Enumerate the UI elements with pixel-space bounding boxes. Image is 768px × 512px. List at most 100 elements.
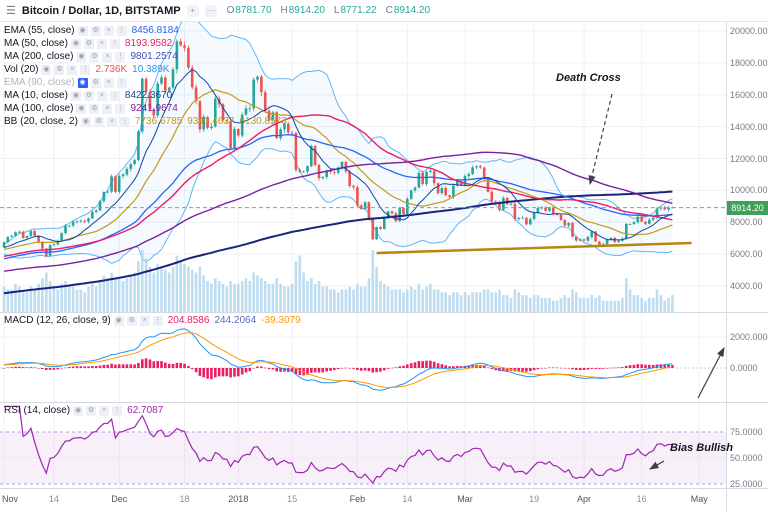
ohlc-pair: O8781.70 xyxy=(227,5,272,16)
time-axis[interactable]: Nov 14 Dec 18 2018 15 Feb 14 Mar 19 Apr 16 May xyxy=(0,488,768,512)
more-icon[interactable]: ⋮ xyxy=(116,25,127,36)
indicator-value: 9241.9674 xyxy=(130,103,178,114)
price-tick-label: 4000.00 xyxy=(730,281,763,291)
settings-icon[interactable]: ⚙ xyxy=(90,25,101,36)
indicator-value: 2.736K xyxy=(95,64,128,75)
eye-icon[interactable]: ◉ xyxy=(70,90,81,101)
time-tick-label[interactable]: 18 xyxy=(179,494,190,504)
ohlc-value: 8781.70 xyxy=(235,5,272,16)
time-tick-label[interactable]: May xyxy=(690,494,708,504)
settings-icon[interactable]: ⚙ xyxy=(93,116,104,127)
symbol-title[interactable]: Bitcoin / Dollar, 1D, BITSTAMP xyxy=(21,4,181,17)
time-tick-label[interactable]: Apr xyxy=(577,494,592,504)
rsi-legend: RSI (14, close) ◉ ⚙ × ⋮ 62.7087 xyxy=(4,404,163,417)
more-icon[interactable]: ⋮ xyxy=(116,77,127,88)
close-icon[interactable]: × xyxy=(102,103,113,114)
macd-pane[interactable] xyxy=(0,328,726,391)
close-icon[interactable]: × xyxy=(103,25,114,36)
settings-icon[interactable]: ⚙ xyxy=(89,103,100,114)
candles-layer[interactable] xyxy=(2,38,674,258)
indicator-label: MA (10, close) xyxy=(4,90,68,101)
indicator-row[interactable]: MA (100, close) ◉ ⚙ × ⋮ 9241.9674 xyxy=(4,102,287,115)
ohlc-letter: C xyxy=(385,5,393,16)
close-icon[interactable]: × xyxy=(139,315,150,326)
settings-icon[interactable]: ⚙ xyxy=(90,77,101,88)
close-icon[interactable]: × xyxy=(103,77,114,88)
time-tick-label[interactable]: 16 xyxy=(636,494,647,504)
time-tick-label[interactable]: 15 xyxy=(287,494,298,504)
bias-bullish-arrow xyxy=(648,460,665,470)
more-icon[interactable]: ⋮ xyxy=(109,38,120,49)
close-icon[interactable]: × xyxy=(106,116,117,127)
more-icon[interactable]: ⋮ xyxy=(109,90,120,101)
ema55-line xyxy=(3,134,673,260)
time-tick-label[interactable]: Mar xyxy=(457,494,473,504)
time-tick-label[interactable]: Nov xyxy=(1,494,19,504)
macd-up-arrow xyxy=(697,346,725,399)
time-tick-label[interactable]: 2018 xyxy=(228,494,249,504)
more-icon[interactable]: ⋮ xyxy=(80,64,91,75)
more-icon[interactable]: ⋮ xyxy=(119,116,130,127)
chart-canvas[interactable] xyxy=(0,22,768,512)
time-tick-label[interactable]: Dec xyxy=(111,494,128,504)
ohlc-letter: H xyxy=(280,5,288,16)
time-tick-label[interactable]: 14 xyxy=(48,494,59,504)
indicator-row[interactable]: MACD (12, 26, close, 9) ◉ ⚙ × ⋮ 204.8586 244.2… xyxy=(4,314,301,327)
settings-icon[interactable]: ⚙ xyxy=(86,405,97,416)
close-icon[interactable]: × xyxy=(67,64,78,75)
eye-icon[interactable]: ◉ xyxy=(76,51,87,62)
eye-icon[interactable]: ◉ xyxy=(76,103,87,114)
main-pane[interactable] xyxy=(0,22,726,312)
indicator-row[interactable]: BB (20, close, 2) ◉ ⚙ × ⋮ 7736.6785 9341.4637 6… xyxy=(4,115,287,128)
rsi-tick-label: 25.0000 xyxy=(730,479,763,489)
pane-separator[interactable] xyxy=(0,312,768,313)
eye-icon[interactable]: ◉ xyxy=(80,116,91,127)
eye-icon[interactable]: ◉ xyxy=(73,405,84,416)
indicator-row[interactable]: MA (200, close) ◉ ⚙ × ⋮ 9801.2574 xyxy=(4,50,287,63)
close-icon[interactable]: × xyxy=(99,405,110,416)
pane-separator[interactable] xyxy=(0,402,768,403)
support-trendline[interactable] xyxy=(376,241,692,255)
time-tick-label[interactable]: 19 xyxy=(529,494,540,504)
drawing-arrows[interactable] xyxy=(588,93,725,470)
death-cross-annotation[interactable]: Death Cross xyxy=(556,72,621,84)
macd-tick-label: 0.0000 xyxy=(730,363,758,373)
settings-icon[interactable]: ⚙ xyxy=(83,90,94,101)
settings-icon[interactable]: ⚙ xyxy=(126,315,137,326)
indicator-row[interactable]: MA (50, close) ◉ ⚙ × ⋮ 8193.9582 xyxy=(4,37,287,50)
more-icon[interactable]: ⋮ xyxy=(115,103,126,114)
close-icon[interactable]: × xyxy=(102,51,113,62)
rsi-pane[interactable] xyxy=(0,405,726,485)
chart-area[interactable]: EMA (55, close) ◉ ⚙ × ⋮ 8456.8184 MA (50, clos… xyxy=(0,22,768,512)
indicator-row[interactable]: Vol (20) ◉ ⚙ × ⋮ 2.736K 10.389K xyxy=(4,63,287,76)
more-icon[interactable]: ⋮ xyxy=(115,51,126,62)
indicator-label: MACD (12, 26, close, 9) xyxy=(4,315,111,326)
more-icon[interactable]: ⋮ xyxy=(152,315,163,326)
time-tick-label[interactable]: Feb xyxy=(349,494,366,504)
bias-bullish-annotation[interactable]: Bias Bullish xyxy=(670,442,733,454)
indicator-row[interactable]: EMA (90, close) ◉ ⚙ × ⋮ xyxy=(4,76,287,89)
close-icon[interactable]: × xyxy=(96,38,107,49)
settings-icon[interactable]: ⚙ xyxy=(54,64,65,75)
eye-icon[interactable]: ◉ xyxy=(77,25,88,36)
time-tick-label[interactable]: 14 xyxy=(402,494,413,504)
indicator-row[interactable]: RSI (14, close) ◉ ⚙ × ⋮ 62.7087 xyxy=(4,404,163,417)
close-icon[interactable]: × xyxy=(96,90,107,101)
indicator-row[interactable]: EMA (55, close) ◉ ⚙ × ⋮ 8456.8184 xyxy=(4,24,287,37)
indicator-row[interactable]: MA (10, close) ◉ ⚙ × ⋮ 8422.3670 xyxy=(4,89,287,102)
more-icon[interactable]: ⋮ xyxy=(112,405,123,416)
eye-icon[interactable]: ◉ xyxy=(70,38,81,49)
settings-icon[interactable]: ⚙ xyxy=(89,51,100,62)
indicator-legend: EMA (55, close) ◉ ⚙ × ⋮ 8456.8184 MA (50, clos… xyxy=(4,24,287,128)
indicator-value: 10.389K xyxy=(132,64,170,75)
eye-icon[interactable]: ◉ xyxy=(113,315,124,326)
price-axis[interactable]: 20000.00 18000.00 16000.00 14000.00 12000.00… xyxy=(726,22,768,489)
add-icon[interactable]: + xyxy=(186,4,199,17)
settings-icon[interactable]: ⚙ xyxy=(83,38,94,49)
eye-icon[interactable]: ◉ xyxy=(41,64,52,75)
eye-icon[interactable]: ◉ xyxy=(77,77,88,88)
indicator-label: MA (50, close) xyxy=(4,38,68,49)
more-icon[interactable]: ⋯ xyxy=(204,4,217,17)
hamburger-menu-icon[interactable]: ☰ xyxy=(6,5,16,17)
